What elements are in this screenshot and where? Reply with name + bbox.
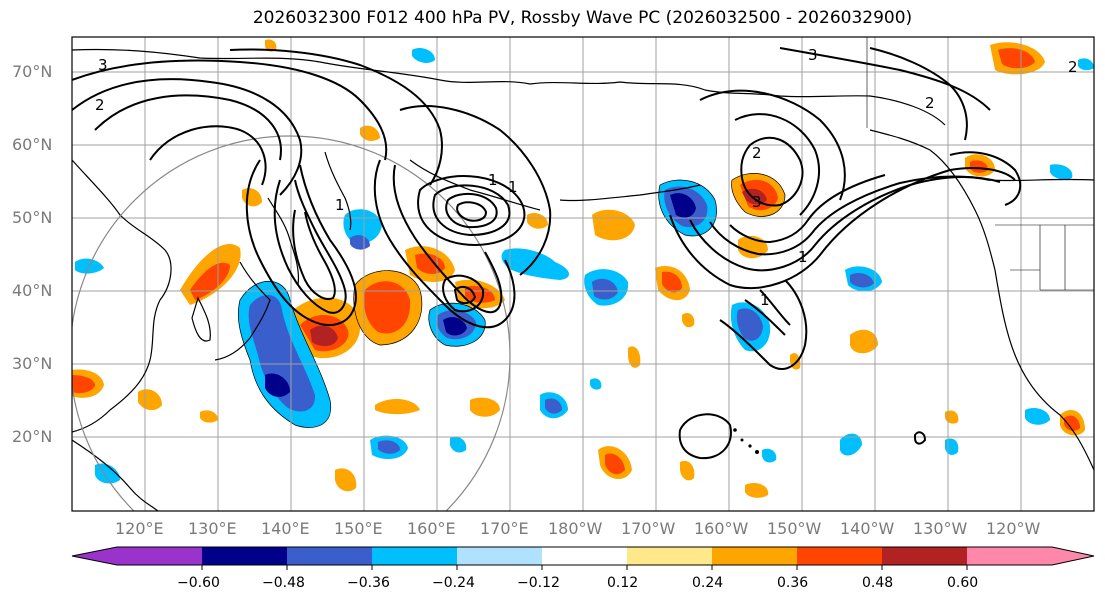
colorbar-segment <box>797 547 882 565</box>
lon-tick-label: 130°E <box>188 519 237 538</box>
colorbar-outline <box>71 546 1095 566</box>
colorbar-tick-label: 0.60 <box>947 575 979 591</box>
political-boundaries <box>866 37 1094 291</box>
lon-tick-label: 140°W <box>840 519 895 538</box>
colorbar-segment <box>882 547 967 565</box>
colorbar-extend-min <box>72 547 117 565</box>
contour-label: 1 <box>335 196 345 214</box>
lat-tick-label: 70°N <box>12 62 53 81</box>
colorbar-segment <box>627 547 712 565</box>
map-frame <box>71 36 1095 512</box>
contour-label: 3 <box>752 193 762 211</box>
colorbar <box>71 546 1095 570</box>
contour-label: 1 <box>760 291 770 309</box>
colorbar-tick-label: −0.48 <box>262 575 305 591</box>
lon-tick-label: 170°W <box>621 519 676 538</box>
coastlines <box>72 48 1094 511</box>
lon-tick-label: 160°E <box>407 519 456 538</box>
colorbar-tick-label: −0.12 <box>517 575 560 591</box>
colorbar-tick-label: −0.36 <box>347 575 390 591</box>
lon-tick-label: 130°W <box>913 519 968 538</box>
colorbar-segment <box>372 547 457 565</box>
chart-title: 2026032300 F012 400 hPa PV, Rossby Wave … <box>252 8 913 28</box>
colorbar-segment <box>202 547 287 565</box>
contour-label: 2 <box>925 94 935 112</box>
colorbar-tick-label: 0.24 <box>692 575 724 591</box>
reference-circle <box>72 135 511 511</box>
colorbar-tick-label: −0.24 <box>432 575 475 591</box>
colorbar-segment <box>542 547 627 565</box>
contour-label: 2 <box>752 144 762 162</box>
lon-tick-label: 150°E <box>334 519 383 538</box>
contour-label: 2 <box>95 96 105 114</box>
contour-label: 3 <box>98 56 108 74</box>
lon-tick-label: 150°W <box>767 519 822 538</box>
colorbar-segment <box>457 547 542 565</box>
colorbar-extend-max <box>1052 547 1094 565</box>
lat-tick-label: 50°N <box>12 208 53 227</box>
colorbar-segment <box>712 547 797 565</box>
lon-tick-label: 180°W <box>548 519 603 538</box>
hawaii-islands <box>733 428 759 454</box>
colorbar-segment <box>117 547 202 565</box>
colorbar-segment <box>967 547 1052 565</box>
contour-label: 2 <box>1068 58 1078 76</box>
colorbar-tick-label: 0.12 <box>607 575 639 591</box>
colorbar-segment <box>287 547 372 565</box>
colorbar-tick-label: −0.60 <box>177 575 220 591</box>
lat-tick-label: 60°N <box>12 135 53 154</box>
lon-tick-label: 120°E <box>115 519 164 538</box>
graticule <box>72 37 1094 511</box>
lat-tick-label: 30°N <box>12 354 53 373</box>
lat-tick-label: 40°N <box>12 281 53 300</box>
colorbar-tick-label: 0.48 <box>862 575 894 591</box>
lon-tick-label: 170°E <box>480 519 529 538</box>
contour-label: 3 <box>808 46 818 64</box>
contour-label: 1 <box>508 178 518 196</box>
lon-tick-label: 120°W <box>986 519 1041 538</box>
colorbar-tick-label: 0.36 <box>777 575 809 591</box>
contour-label: 1 <box>798 248 808 266</box>
lon-tick-label: 160°W <box>694 519 749 538</box>
rossby-wave-contours <box>72 47 1022 460</box>
contour-label-group: 3 2 1 1 1 1 2 3 2 3 1 2 <box>95 46 1078 309</box>
lat-tick-label: 20°N <box>12 427 53 446</box>
lon-tick-label: 140°E <box>261 519 310 538</box>
contour-label: 1 <box>488 171 498 189</box>
